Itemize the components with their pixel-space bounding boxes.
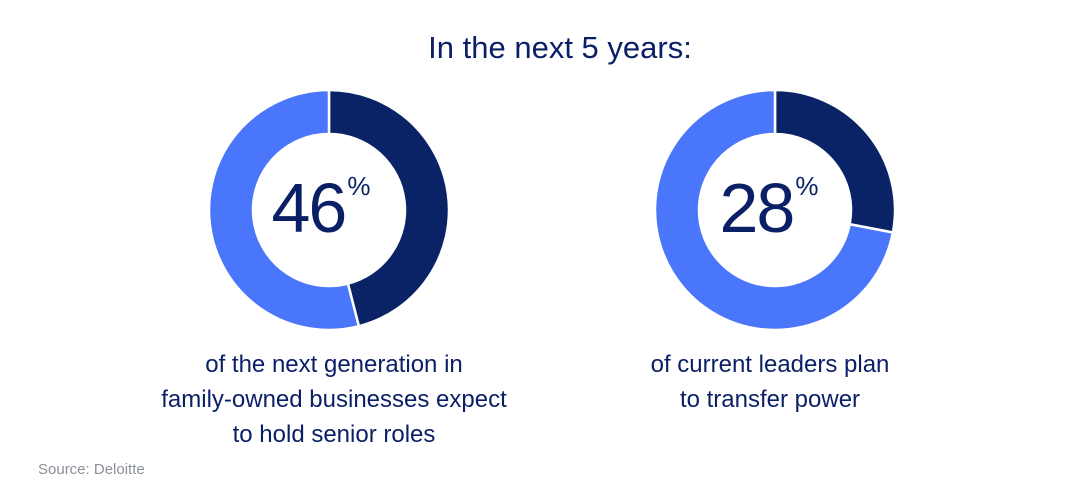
center-value-unit: % (795, 171, 819, 201)
caption-line: family-owned businesses expect (161, 386, 507, 413)
center-value-number: 28 (719, 169, 796, 247)
center-value-unit: % (347, 171, 371, 201)
donut-chart-current-leaders (653, 88, 897, 332)
caption-line: of the next generation in (205, 351, 463, 378)
center-value-next-generation: 46 % (200, 166, 442, 256)
donut-slice-value (773, 88, 897, 234)
donut-slice-value (327, 88, 451, 328)
caption-line: of current leaders plan (650, 351, 890, 378)
caption-line: to hold senior roles (232, 421, 436, 448)
source-note: Source: Deloitte (38, 461, 145, 478)
caption-current-leaders: of current leaders plan to transfer powe… (560, 347, 980, 417)
chart-title: In the next 5 years: (428, 30, 692, 65)
center-value-current-leaders: 28 % (648, 166, 890, 256)
center-value-number: 46 (271, 169, 348, 247)
caption-line: to transfer power (679, 386, 861, 413)
donut-slice-remainder (653, 88, 895, 332)
donut-chart-next-generation (207, 88, 451, 332)
caption-next-generation: of the next generation in family-owned b… (124, 347, 544, 452)
donut-slice-remainder (207, 88, 361, 332)
